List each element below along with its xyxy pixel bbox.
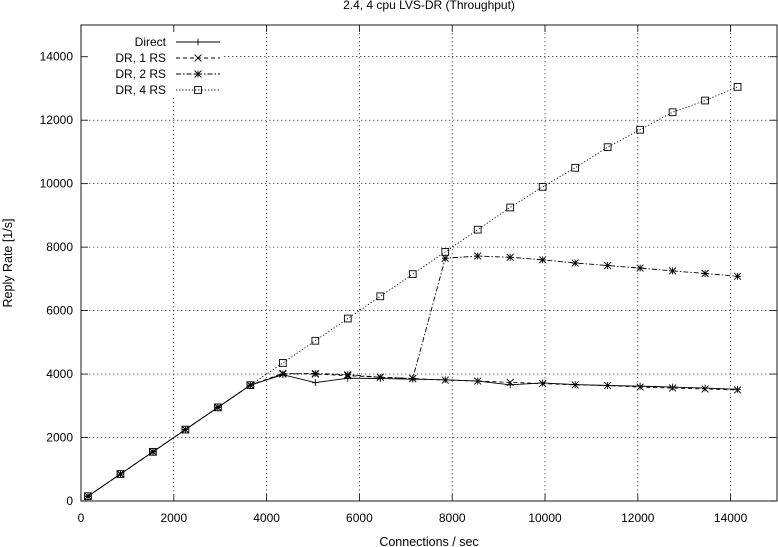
series-layer xyxy=(84,83,742,501)
series-2 xyxy=(84,369,742,500)
data-point-star xyxy=(733,272,742,281)
y-tick-label: 0 xyxy=(66,494,73,508)
data-point-cross xyxy=(474,377,482,385)
data-point-square xyxy=(246,381,255,390)
y-tick-label: 4000 xyxy=(46,367,73,381)
data-point-square xyxy=(214,403,222,412)
data-point-star xyxy=(194,70,202,78)
data-point-square xyxy=(538,182,547,191)
data-point-star xyxy=(181,425,190,434)
x-tick-label: 4000 xyxy=(253,511,280,525)
y-tick-label: 6000 xyxy=(46,304,73,318)
data-point-square xyxy=(506,203,515,212)
legend-entry: DR, 2 RS xyxy=(115,67,220,81)
data-point-plus xyxy=(701,384,709,392)
y-tick-label: 10000 xyxy=(40,177,74,191)
data-point-star xyxy=(311,369,320,378)
series-line xyxy=(87,86,738,497)
data-point-star xyxy=(246,381,255,389)
series-4 xyxy=(84,83,742,501)
data-point-square xyxy=(278,359,287,367)
data-point-square xyxy=(376,292,385,301)
data-point-star xyxy=(668,267,677,275)
y-tick-label: 8000 xyxy=(46,240,73,254)
legend-label: Direct xyxy=(135,35,167,49)
legend-entry: DR, 4 RS xyxy=(115,83,220,97)
data-point-square xyxy=(194,86,202,94)
series-line xyxy=(87,374,738,497)
y-tick-label: 12000 xyxy=(40,113,74,127)
data-point-square xyxy=(571,163,580,172)
legend: Direct DR, 1 RS DR, 2 RS DR, 4 RS xyxy=(115,35,220,97)
data-point-cross xyxy=(194,54,202,62)
data-point-cross xyxy=(668,384,677,392)
data-point-plus xyxy=(311,379,319,387)
chart-title: 2.4, 4 cpu LVS-DR (Throughput) xyxy=(343,0,515,12)
data-point-star xyxy=(571,259,579,267)
legend-entry: Direct xyxy=(135,35,220,49)
data-point-square xyxy=(149,447,157,456)
data-point-cross xyxy=(603,381,612,390)
data-point-square xyxy=(668,108,677,117)
data-point-star xyxy=(603,261,612,270)
plot-frame xyxy=(80,24,778,502)
series-3 xyxy=(84,252,742,500)
x-tick-label: 0 xyxy=(78,511,85,525)
grid-lines xyxy=(81,25,777,501)
data-point-star xyxy=(441,254,449,262)
data-point-square xyxy=(701,96,709,105)
data-point-square xyxy=(733,83,742,91)
series-1 xyxy=(84,371,741,500)
data-point-star xyxy=(474,252,482,260)
legend-label: DR, 2 RS xyxy=(115,67,166,81)
data-point-square xyxy=(603,143,612,152)
data-point-cross xyxy=(733,386,742,394)
legend-label: DR, 1 RS xyxy=(115,51,166,65)
data-point-square xyxy=(441,248,450,256)
series-line xyxy=(87,372,738,497)
data-point-square xyxy=(343,314,352,323)
data-point-cross xyxy=(636,383,644,391)
data-point-square xyxy=(636,125,644,134)
y-axis-label: Reply Rate [1/s] xyxy=(1,219,15,308)
data-point-cross xyxy=(571,381,579,389)
data-point-star xyxy=(538,256,547,264)
x-tick-label: 12000 xyxy=(621,511,655,525)
axes: 0 2000 4000 6000 8000 10000 12000 14000 0 2000 400… xyxy=(40,24,778,525)
data-point-cross xyxy=(538,379,547,388)
data-point-cross xyxy=(441,376,449,384)
data-point-star xyxy=(409,374,417,383)
data-point-square xyxy=(116,470,125,478)
x-tick-label: 8000 xyxy=(439,511,466,525)
data-point-square xyxy=(84,492,92,501)
data-point-star xyxy=(636,264,644,272)
x-tick-label: 14000 xyxy=(714,511,748,525)
y-tick-label: 14000 xyxy=(40,50,74,64)
data-point-star xyxy=(376,373,384,381)
data-point-plus xyxy=(194,38,202,46)
x-tick-label: 2000 xyxy=(160,511,187,525)
x-axis-label: Connections / sec xyxy=(379,535,478,547)
data-point-square xyxy=(408,270,417,278)
data-point-star xyxy=(149,448,157,456)
y-tick-label: 2000 xyxy=(46,431,73,445)
data-point-plus xyxy=(636,382,644,390)
data-point-square xyxy=(181,425,190,434)
data-point-cross xyxy=(506,378,514,387)
x-tick-label: 6000 xyxy=(346,511,373,525)
x-tick-label: 10000 xyxy=(528,511,562,525)
data-point-star xyxy=(344,370,352,379)
data-point-star xyxy=(506,253,514,262)
data-point-plus xyxy=(669,383,676,391)
legend-label: DR, 4 RS xyxy=(115,83,166,97)
legend-entry: DR, 1 RS xyxy=(115,51,220,65)
data-point-cross xyxy=(701,385,709,393)
data-point-square xyxy=(311,336,320,345)
data-point-star xyxy=(701,269,709,278)
data-point-square xyxy=(473,225,482,234)
data-point-star xyxy=(279,370,287,378)
